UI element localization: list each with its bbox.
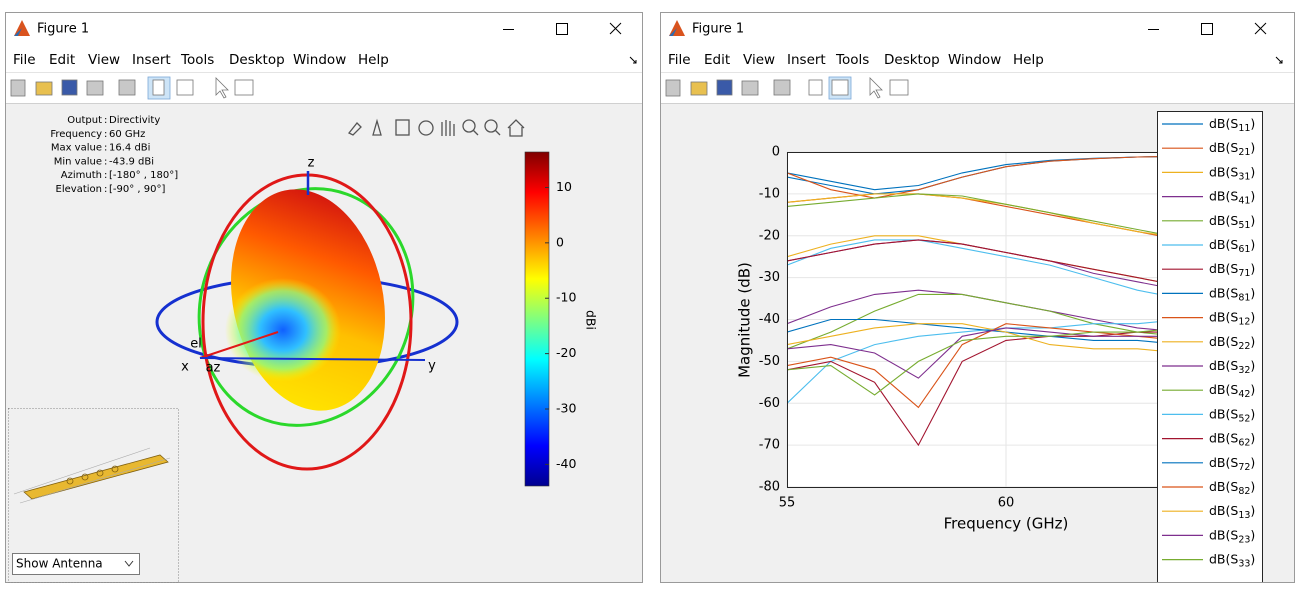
info-separator: : — [104, 170, 107, 181]
x-tick-label: 60 — [998, 496, 1015, 511]
info-separator: : — [104, 184, 107, 195]
y-tick-label: -70 — [759, 438, 780, 453]
y-tick-label: -60 — [759, 396, 780, 411]
dropdown-box[interactable] — [12, 553, 140, 575]
info-label: Elevation — [56, 184, 102, 195]
dropdown-value[interactable]: Show Antenna — [16, 557, 103, 571]
colorbar-label: dBi — [584, 310, 599, 330]
y-tick-label: 0 — [772, 145, 780, 160]
x-tick-label: 55 — [779, 496, 796, 511]
colorbar-tick-label: -30 — [556, 401, 576, 416]
axis-label: az — [206, 361, 221, 376]
colorbar-tick-label: 0 — [556, 234, 564, 249]
legend-label: dB(S62) — [1209, 430, 1255, 448]
menu-item[interactable]: Tools — [180, 52, 214, 68]
legend: dB(S11) dB(S21) dB(S31) dB(S41) dB(S51) dB(S6… — [1157, 111, 1263, 582]
menu-item[interactable]: Window — [948, 52, 1001, 68]
series-line — [787, 323, 1225, 409]
axis-label: x — [181, 360, 189, 375]
legend-label: dB(S52) — [1209, 406, 1255, 424]
colorbar — [524, 151, 550, 487]
menu-item[interactable]: Help — [358, 52, 389, 68]
legend-label: dB(S11) — [1209, 116, 1255, 134]
figure-window — [5, 12, 643, 583]
info-label: Output — [67, 115, 102, 126]
menu-item[interactable]: Tools — [835, 52, 869, 68]
axis-label: y — [428, 359, 436, 374]
y-tick-label: -40 — [759, 312, 780, 327]
legend-label: dB(S42) — [1209, 382, 1255, 400]
legend-label: dB(S22) — [1209, 333, 1255, 351]
y-axis-title: Magnitude (dB) — [736, 262, 754, 378]
info-label: Frequency — [50, 129, 102, 140]
menu-item[interactable]: File — [13, 52, 36, 68]
legend-label: dB(S72) — [1209, 454, 1255, 472]
series-lines — [787, 155, 1225, 447]
colorbar-tick-label: -10 — [556, 290, 576, 305]
legend-label: dB(S33) — [1209, 551, 1255, 569]
info-label: Azimuth — [61, 170, 102, 181]
legend-label: dB(S21) — [1209, 140, 1255, 158]
info-value: 60 GHz — [109, 129, 145, 140]
series-line — [787, 239, 1225, 304]
menu-item[interactable]: Desktop — [229, 52, 285, 68]
menu-item[interactable]: Insert — [132, 52, 171, 68]
colorbar-tick-label: 10 — [556, 179, 572, 194]
legend-label: dB(S32) — [1209, 358, 1255, 376]
info-value: 16.4 dBi — [109, 143, 150, 154]
menu-item[interactable]: File — [668, 52, 691, 68]
menu-item[interactable]: Window — [293, 52, 346, 68]
info-separator: : — [104, 129, 107, 140]
y-tick-label: -30 — [759, 270, 780, 285]
legend-label: dB(S61) — [1209, 237, 1255, 255]
info-value: -43.9 dBi — [109, 156, 154, 167]
y-tick-label: -20 — [759, 228, 780, 243]
series-line — [787, 327, 1225, 379]
colorbar-tick-label: -20 — [556, 345, 576, 360]
info-value: Directivity — [109, 115, 160, 126]
series-line — [787, 193, 1225, 243]
legend-label: dB(S82) — [1209, 479, 1255, 497]
menu-item[interactable]: Desktop — [884, 52, 940, 68]
info-value: [-90° , 90°] — [109, 184, 165, 195]
legend-label: dB(S51) — [1209, 212, 1255, 230]
x-axis-title: Frequency (GHz) — [944, 515, 1069, 533]
window-title: Figure 1 — [37, 22, 89, 37]
legend-label: dB(S81) — [1209, 285, 1255, 303]
y-tick-label: -80 — [759, 480, 780, 495]
legend-label: dB(S13) — [1209, 503, 1255, 521]
info-value: [-180° , 180°] — [109, 170, 178, 181]
legend-label: dB(S23) — [1209, 527, 1255, 545]
menu-item[interactable]: Edit — [49, 52, 75, 68]
legend-box — [1157, 111, 1263, 582]
menu-item[interactable]: View — [743, 52, 775, 68]
info-separator: : — [104, 156, 107, 167]
legend-label: dB(S71) — [1209, 261, 1255, 279]
menu-item[interactable]: View — [88, 52, 120, 68]
legend-label: dB(S12) — [1209, 309, 1255, 327]
window-title: Figure 1 — [692, 22, 744, 37]
info-separator: : — [104, 143, 107, 154]
y-tick-label: -50 — [759, 354, 780, 369]
info-label: Max value — [51, 143, 102, 154]
info-label: Min value — [54, 156, 102, 167]
y-tick-label: -10 — [759, 186, 780, 201]
menu-item[interactable]: Help — [1013, 52, 1044, 68]
colorbar-tick-label: -40 — [556, 456, 576, 471]
menu-item[interactable]: Insert — [787, 52, 826, 68]
legend-label: dB(S41) — [1209, 188, 1255, 206]
series-line — [787, 293, 1225, 350]
series-line — [787, 327, 1225, 396]
legend-label: dB(S31) — [1209, 164, 1255, 182]
info-separator: : — [104, 115, 107, 126]
series-line — [787, 323, 1225, 354]
axis-label: el — [190, 337, 202, 352]
series-line — [787, 239, 1225, 291]
menu-item[interactable]: Edit — [704, 52, 730, 68]
axis-label: z — [308, 156, 315, 171]
series-line — [787, 331, 1225, 447]
